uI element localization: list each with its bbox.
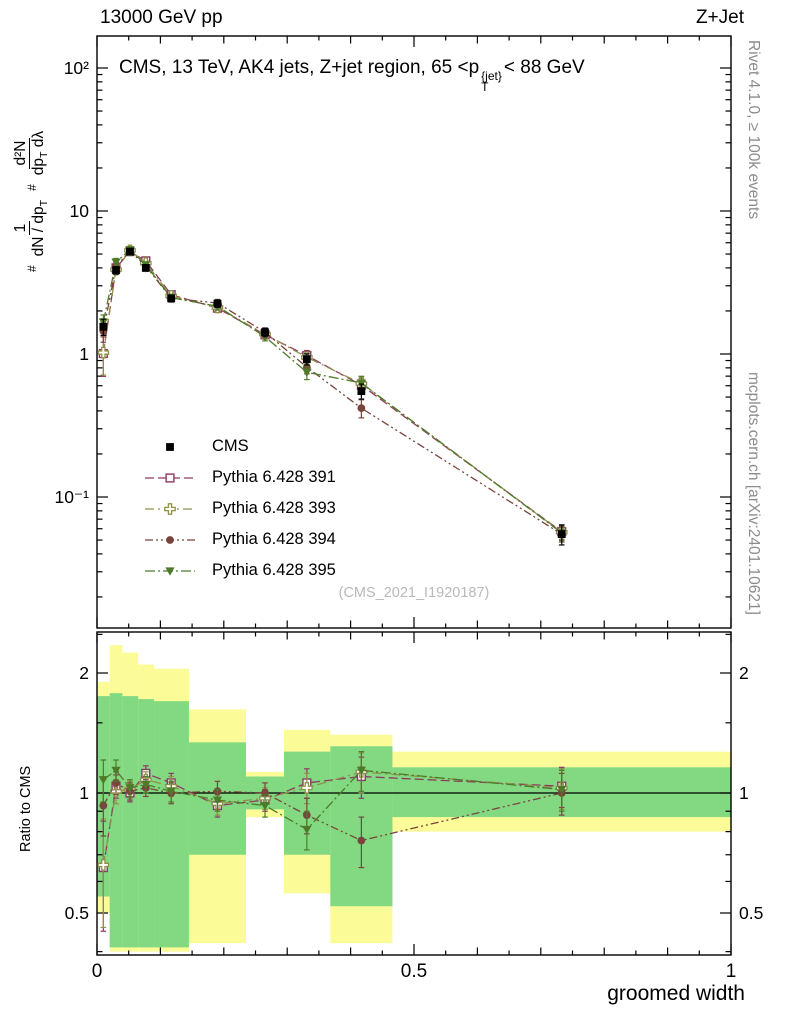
process-label: Z+Jet [695, 7, 744, 28]
svg-text:1: 1 [79, 783, 89, 803]
svg-text:10⁻¹: 10⁻¹ [54, 487, 89, 507]
svg-text:0.5: 0.5 [65, 903, 89, 923]
fraction-1-over-dNdpT: 1 dN / dpT [12, 199, 51, 257]
svg-text:1: 1 [79, 344, 89, 364]
legend-item-label: Pythia 6.428 395 [212, 561, 336, 579]
cms-marker-icon [166, 442, 174, 451]
pt-jet-symbol: {jet} T [481, 69, 502, 94]
svg-text:0.5: 0.5 [739, 903, 763, 923]
svg-text:1: 1 [739, 783, 749, 803]
legend-item-label: CMS [212, 437, 249, 455]
pythia-395-marker-icon [145, 566, 195, 576]
latex-hash: # [24, 184, 39, 191]
svg-text:0: 0 [92, 961, 103, 982]
beam-energy-label: 13000 GeV pp [100, 7, 223, 28]
mcplots-arxiv-note: mcplots.cern.ch [arXiv:2401.10621] [745, 372, 762, 615]
latex-hash: # [24, 265, 39, 272]
legend-item-label: Pythia 6.428 394 [212, 530, 336, 548]
svg-text:2: 2 [739, 663, 749, 683]
pythia-394-marker-icon [145, 535, 195, 544]
legend-item-label: Pythia 6.428 393 [212, 499, 336, 517]
svg-text:2: 2 [79, 663, 89, 683]
svg-text:10²: 10² [64, 58, 89, 78]
svg-text:10: 10 [70, 201, 90, 221]
plot-title: CMS, 13 TeV, AK4 jets, Z+jet region, 65 … [119, 57, 585, 94]
pythia-391-marker-icon [145, 472, 195, 483]
svg-text:1: 1 [726, 961, 737, 982]
legend: CMS Pythia 6.428 391 Pythia 6.428 393 Py… [142, 431, 336, 586]
plot-title-text: CMS, 13 TeV, AK4 jets, Z+jet region, 65 … [119, 57, 480, 78]
analysis-id-watermark: (CMS_2021_I1920187) [338, 585, 490, 601]
rivet-version-note: Rivet 4.1.0, ≥ 100k events [745, 40, 762, 220]
fraction-d2N: d²N dpT dλ [12, 130, 51, 176]
ratio-y-axis-label: Ratio to CMS [18, 765, 34, 852]
legend-item-cms: CMS [142, 431, 336, 462]
legend-item-pythia-393: Pythia 6.428 393 [142, 493, 336, 524]
x-axis-title: groomed width [607, 982, 745, 1005]
legend-item-pythia-391: Pythia 6.428 391 [142, 462, 336, 493]
main-y-axis-label: # 1 dN / dpT # d²N dpT dλ [12, 131, 51, 272]
legend-item-pythia-394: Pythia 6.428 394 [142, 524, 336, 555]
svg-text:0.5: 0.5 [401, 961, 427, 982]
legend-item-label: Pythia 6.428 391 [212, 468, 336, 486]
legend-item-pythia-395: Pythia 6.428 395 [142, 555, 336, 586]
pythia-393-marker-icon [145, 502, 195, 515]
